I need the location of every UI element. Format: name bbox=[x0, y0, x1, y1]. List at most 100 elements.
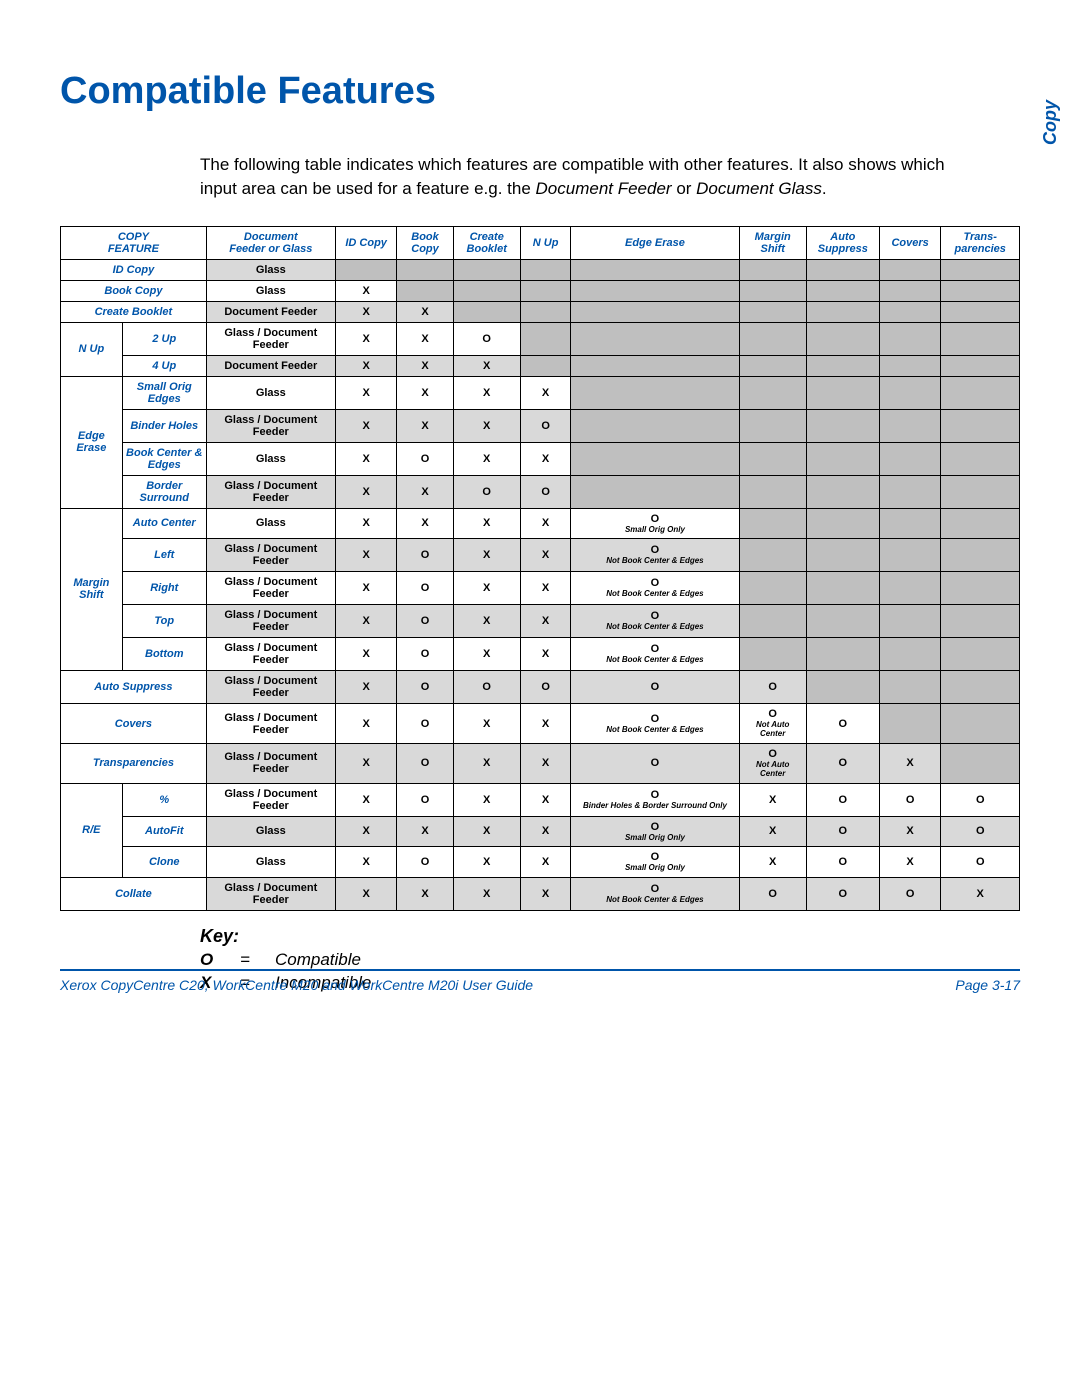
feature-sub: Top bbox=[122, 605, 206, 638]
blocked-cell bbox=[453, 301, 520, 322]
source-cell: Glass / DocumentFeeder bbox=[206, 638, 335, 671]
blocked-cell bbox=[806, 475, 879, 508]
table-row: Edge EraseSmall Orig EdgesGlassXXXX bbox=[61, 376, 1020, 409]
compat-cell: O bbox=[941, 783, 1020, 816]
compat-cell: O bbox=[806, 704, 879, 744]
compat-cell: X bbox=[520, 605, 570, 638]
compat-cell: O bbox=[879, 783, 941, 816]
column-header: Covers bbox=[879, 226, 941, 259]
compat-cell: X bbox=[335, 280, 397, 301]
table-row: R/E%Glass / DocumentFeederXOXXOBinder Ho… bbox=[61, 783, 1020, 816]
blocked-cell bbox=[520, 301, 570, 322]
compat-cell: OBinder Holes & Border Surround Only bbox=[571, 783, 739, 816]
feature-sub: Clone bbox=[122, 847, 206, 878]
blocked-cell bbox=[453, 259, 520, 280]
compat-cell: ONot Auto Center bbox=[739, 743, 806, 783]
blocked-cell bbox=[806, 442, 879, 475]
compat-cell: X bbox=[335, 301, 397, 322]
blocked-cell bbox=[571, 409, 739, 442]
compat-cell: O bbox=[397, 704, 453, 744]
compat-cell: X bbox=[335, 409, 397, 442]
compat-cell: X bbox=[520, 783, 570, 816]
compat-cell: O bbox=[397, 638, 453, 671]
feature-group: Auto Suppress bbox=[61, 671, 207, 704]
blocked-cell bbox=[520, 322, 570, 355]
compat-cell: X bbox=[453, 638, 520, 671]
legend-title: Key: bbox=[200, 926, 1020, 947]
table-row: Binder HolesGlass / DocumentFeederXXXO bbox=[61, 409, 1020, 442]
compat-cell: X bbox=[520, 376, 570, 409]
compat-cell: X bbox=[397, 322, 453, 355]
blocked-cell bbox=[941, 638, 1020, 671]
blocked-cell bbox=[739, 442, 806, 475]
blocked-cell bbox=[397, 259, 453, 280]
source-cell: Document Feeder bbox=[206, 355, 335, 376]
compat-cell: O bbox=[397, 572, 453, 605]
compat-cell: X bbox=[397, 301, 453, 322]
compat-cell: ONot Book Center & Edges bbox=[571, 605, 739, 638]
legend-item: O=Compatible bbox=[200, 950, 1020, 970]
table-row: BottomGlass / DocumentFeederXOXXONot Boo… bbox=[61, 638, 1020, 671]
column-header: DocumentFeeder or Glass bbox=[206, 226, 335, 259]
table-row: CollateGlass / DocumentFeederXXXXONot Bo… bbox=[61, 878, 1020, 911]
compat-cell: X bbox=[335, 442, 397, 475]
feature-sub: Binder Holes bbox=[122, 409, 206, 442]
compat-cell: X bbox=[453, 847, 520, 878]
source-cell: Glass bbox=[206, 376, 335, 409]
compat-cell: X bbox=[335, 508, 397, 539]
compat-cell: O bbox=[453, 322, 520, 355]
compat-cell: O bbox=[397, 605, 453, 638]
blocked-cell bbox=[879, 475, 941, 508]
blocked-cell bbox=[806, 605, 879, 638]
feature-group: Covers bbox=[61, 704, 207, 744]
source-cell: Glass / DocumentFeeder bbox=[206, 704, 335, 744]
blocked-cell bbox=[879, 539, 941, 572]
feature-sub: Book Center & Edges bbox=[122, 442, 206, 475]
compat-cell: X bbox=[397, 409, 453, 442]
feature-group: R/E bbox=[61, 783, 123, 878]
table-body: ID CopyGlassBook CopyGlassXCreate Bookle… bbox=[61, 259, 1020, 911]
blocked-cell bbox=[739, 376, 806, 409]
source-cell: Glass bbox=[206, 442, 335, 475]
feature-sub: 2 Up bbox=[122, 322, 206, 355]
compat-cell: ONot Book Center & Edges bbox=[571, 878, 739, 911]
compat-cell: O bbox=[453, 475, 520, 508]
compat-cell: X bbox=[335, 322, 397, 355]
blocked-cell bbox=[941, 539, 1020, 572]
compat-cell: O bbox=[571, 743, 739, 783]
compat-cell: X bbox=[739, 816, 806, 847]
footer-left: Xerox CopyCentre C20, WorkCentre M20 and… bbox=[60, 977, 533, 993]
compat-cell: O bbox=[806, 816, 879, 847]
blocked-cell bbox=[879, 355, 941, 376]
source-cell: Glass / DocumentFeeder bbox=[206, 878, 335, 911]
blocked-cell bbox=[806, 322, 879, 355]
column-header: BookCopy bbox=[397, 226, 453, 259]
compat-cell: X bbox=[335, 605, 397, 638]
table-row: Book Center & EdgesGlassXOXX bbox=[61, 442, 1020, 475]
blocked-cell bbox=[806, 671, 879, 704]
compat-cell: O bbox=[397, 743, 453, 783]
compat-cell: X bbox=[453, 355, 520, 376]
blocked-cell bbox=[806, 259, 879, 280]
blocked-cell bbox=[335, 259, 397, 280]
blocked-cell bbox=[571, 442, 739, 475]
column-header: CreateBooklet bbox=[453, 226, 520, 259]
compatibility-table: COPYFEATUREDocumentFeeder or GlassID Cop… bbox=[60, 226, 1020, 912]
table-row: CoversGlass / DocumentFeederXOXXONot Boo… bbox=[61, 704, 1020, 744]
blocked-cell bbox=[806, 409, 879, 442]
blocked-cell bbox=[879, 280, 941, 301]
feature-group: Edge Erase bbox=[61, 376, 123, 508]
blocked-cell bbox=[941, 280, 1020, 301]
source-cell: Glass / DocumentFeeder bbox=[206, 572, 335, 605]
feature-group: Collate bbox=[61, 878, 207, 911]
feature-sub: Auto Center bbox=[122, 508, 206, 539]
compat-cell: X bbox=[335, 376, 397, 409]
compat-cell: X bbox=[335, 355, 397, 376]
compat-cell: X bbox=[335, 539, 397, 572]
feature-group: ID Copy bbox=[61, 259, 207, 280]
blocked-cell bbox=[879, 704, 941, 744]
blocked-cell bbox=[941, 704, 1020, 744]
compat-cell: X bbox=[520, 539, 570, 572]
feature-sub: Border Surround bbox=[122, 475, 206, 508]
compat-cell: O bbox=[453, 671, 520, 704]
